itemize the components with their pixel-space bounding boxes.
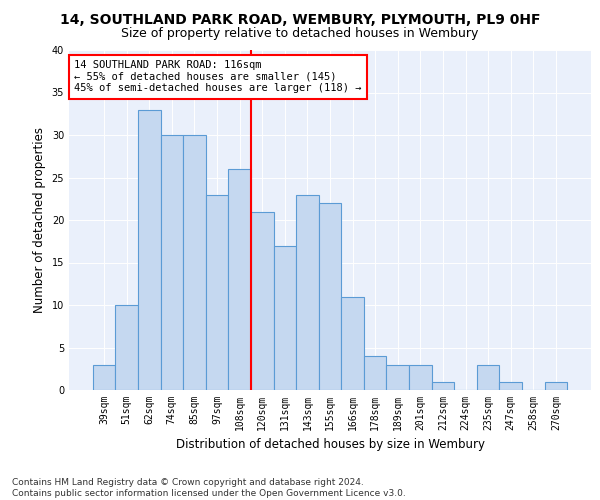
Text: Size of property relative to detached houses in Wembury: Size of property relative to detached ho… <box>121 28 479 40</box>
Bar <box>341 296 364 390</box>
Bar <box>545 382 567 390</box>
Y-axis label: Number of detached properties: Number of detached properties <box>33 127 46 313</box>
Bar <box>386 364 409 390</box>
Bar <box>115 305 138 390</box>
Bar <box>274 246 296 390</box>
Bar <box>296 194 319 390</box>
Bar <box>431 382 454 390</box>
Bar <box>409 364 431 390</box>
Bar <box>206 194 229 390</box>
Bar <box>251 212 274 390</box>
Text: Contains HM Land Registry data © Crown copyright and database right 2024.
Contai: Contains HM Land Registry data © Crown c… <box>12 478 406 498</box>
X-axis label: Distribution of detached houses by size in Wembury: Distribution of detached houses by size … <box>176 438 485 452</box>
Bar <box>138 110 161 390</box>
Bar <box>183 135 206 390</box>
Bar <box>499 382 522 390</box>
Bar <box>93 364 115 390</box>
Text: 14 SOUTHLAND PARK ROAD: 116sqm
← 55% of detached houses are smaller (145)
45% of: 14 SOUTHLAND PARK ROAD: 116sqm ← 55% of … <box>74 60 362 94</box>
Bar <box>319 203 341 390</box>
Bar <box>229 169 251 390</box>
Text: 14, SOUTHLAND PARK ROAD, WEMBURY, PLYMOUTH, PL9 0HF: 14, SOUTHLAND PARK ROAD, WEMBURY, PLYMOU… <box>60 12 540 26</box>
Bar <box>161 135 183 390</box>
Bar <box>364 356 386 390</box>
Bar <box>477 364 499 390</box>
